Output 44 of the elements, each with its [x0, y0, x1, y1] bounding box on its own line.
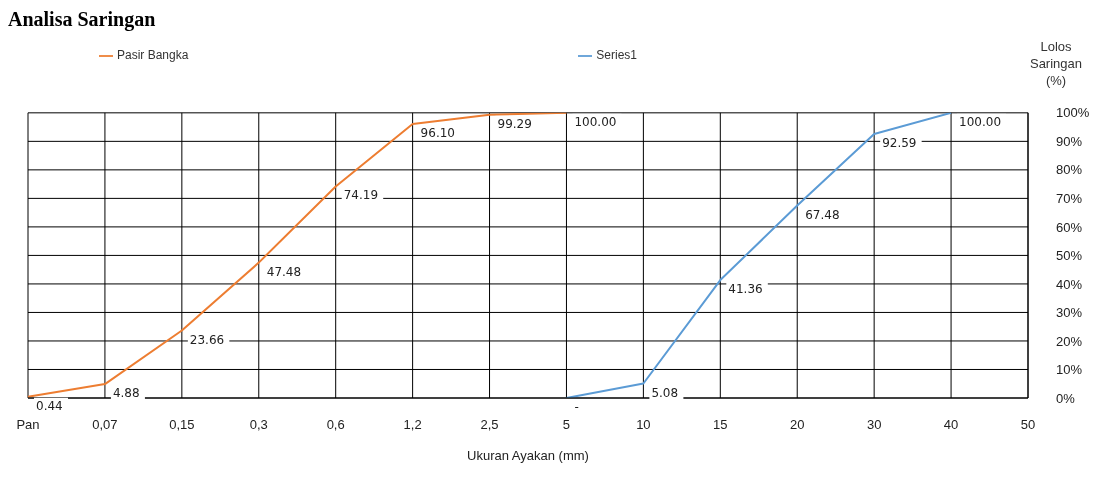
y-tick-label: 100%: [1056, 105, 1090, 121]
data-label: 96.10: [420, 125, 455, 140]
data-label: 41.36: [728, 282, 763, 297]
chart-title: Analisa Saringan: [8, 8, 156, 31]
y-tick-label: 80%: [1056, 162, 1083, 178]
x-tick-label: 40: [943, 417, 959, 433]
y-tick-label: 60%: [1056, 219, 1083, 235]
data-label: 100.00: [959, 114, 1002, 129]
data-label: 92.59: [882, 135, 917, 150]
x-tick-label: 15: [713, 417, 728, 433]
y-tick-label: 20%: [1056, 333, 1083, 349]
data-label: 0.44: [36, 398, 63, 413]
y-tick-label: 70%: [1056, 190, 1083, 206]
y-tick-label: 90%: [1056, 133, 1083, 149]
data-label: 99.29: [497, 116, 532, 131]
x-tick-label: 10: [636, 417, 651, 433]
x-tick-label: 30: [866, 417, 882, 433]
x-tick-label: 5: [562, 417, 571, 433]
y-tick-label: 10%: [1056, 362, 1083, 378]
x-tick-label: 2,5: [480, 417, 499, 433]
y-axis-title: Lolos Saringan (%): [1028, 38, 1083, 89]
legend-label: Pasir Bangka: [116, 48, 189, 62]
data-label: -: [574, 400, 579, 414]
data-label: 5.08: [651, 385, 679, 400]
x-tick-label: 0,15: [169, 417, 195, 433]
x-axis-title: Ukuran Ayakan (mm): [467, 448, 589, 463]
x-tick-label: 0,6: [326, 417, 345, 433]
y-tick-label: 40%: [1056, 276, 1083, 292]
x-tick-label: 1,2: [403, 417, 422, 433]
y-tick-label: 30%: [1056, 305, 1083, 321]
data-label: 74.19: [343, 188, 379, 203]
y-tick-label: 50%: [1056, 248, 1083, 264]
data-label: 23.66: [189, 332, 225, 347]
y-tick-label: 0%: [1056, 390, 1076, 406]
data-label: 4.88: [112, 386, 140, 401]
x-tick-label: 0,3: [249, 417, 268, 433]
x-tick-label: 20: [790, 417, 805, 433]
x-tick-label: 50: [1020, 417, 1036, 433]
x-tick-label: 0,07: [92, 417, 118, 433]
legend-label: Series1: [596, 48, 638, 62]
data-label: 67.48: [805, 207, 840, 222]
x-tick-label: Pan: [16, 417, 40, 433]
data-label: 47.48: [266, 264, 302, 279]
data-label: 100.00: [574, 114, 617, 129]
